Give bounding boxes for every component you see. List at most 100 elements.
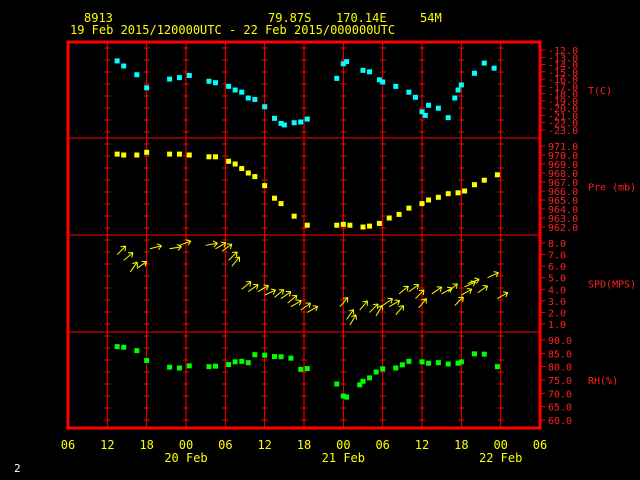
- pressure-point: [347, 222, 353, 228]
- panel-label-rh: RH(%): [588, 376, 618, 387]
- station-longitude: 170.14E: [336, 11, 387, 25]
- rh-point: [272, 354, 277, 360]
- rh-point: [360, 378, 366, 384]
- pressure-point: [121, 152, 127, 158]
- temp-point: [452, 95, 458, 101]
- wind-arrow: [205, 240, 218, 248]
- wind-arrow: [307, 305, 319, 313]
- temp-point: [471, 70, 477, 76]
- y-tick-label: -23.0: [548, 126, 578, 137]
- wind-arrow: [247, 284, 259, 293]
- rh-point: [458, 359, 464, 365]
- y-tick-label: 2.0: [548, 308, 566, 319]
- wind-arrow: [179, 239, 192, 246]
- y-tick-label: 6.0: [548, 262, 566, 273]
- page-number: 2: [14, 462, 21, 475]
- x-tick-label: 00: [336, 438, 350, 452]
- y-tick-label: -19.0: [548, 97, 578, 108]
- pressure-point: [167, 151, 173, 157]
- wind-arrow: [346, 309, 355, 320]
- temp-point: [406, 89, 412, 95]
- temp-point: [262, 104, 268, 110]
- panel-label-pressure: Pre (mb): [588, 183, 636, 194]
- wind-arrow: [388, 299, 401, 308]
- x-tick-label: 12: [415, 438, 429, 452]
- wind-arrow: [375, 305, 384, 317]
- pressure-point: [232, 161, 238, 167]
- temp-point: [298, 119, 304, 125]
- temp-point: [334, 75, 340, 81]
- rh-point: [239, 358, 245, 364]
- wind-arrow: [467, 277, 480, 284]
- y-tick-label: -17.0: [548, 82, 578, 93]
- x-tick-label: 12: [257, 438, 271, 452]
- temp-point: [380, 79, 386, 85]
- pressure-point: [304, 222, 310, 228]
- rh-point: [367, 375, 373, 381]
- temp-point: [435, 105, 441, 111]
- rh-point: [334, 381, 340, 387]
- wind-arrow: [447, 283, 458, 292]
- wind-arrow: [290, 299, 302, 308]
- panel-label-temp: T(C): [588, 86, 612, 97]
- station-latitude: 79.87S: [268, 11, 312, 25]
- temp-point: [186, 72, 192, 78]
- y-tick-label: -16.0: [548, 75, 578, 86]
- wind-arrow: [418, 298, 427, 309]
- pressure-point: [144, 149, 150, 155]
- y-tick-label: 80.0: [548, 363, 572, 374]
- temp-point: [491, 65, 497, 71]
- pressure-point: [213, 154, 218, 160]
- rh-point: [340, 393, 346, 399]
- y-tick-label: 4.0: [548, 285, 566, 296]
- rh-point: [380, 366, 386, 372]
- wind-arrow: [349, 314, 358, 326]
- x-tick-label: 12: [100, 438, 114, 452]
- x-tick-label: 18: [454, 438, 468, 452]
- wind-arrow: [461, 287, 473, 296]
- pressure-point: [245, 170, 251, 176]
- rh-point: [121, 344, 127, 350]
- wind-arrow: [369, 303, 379, 313]
- temp-point: [304, 116, 310, 122]
- wind-arrow: [169, 243, 182, 251]
- pressure-point: [426, 197, 432, 203]
- pressure-point: [455, 190, 461, 196]
- temp-point: [422, 112, 428, 118]
- temp-point: [419, 109, 425, 115]
- pressure-point: [435, 194, 441, 200]
- wind-arrow: [415, 289, 425, 299]
- wind-arrow: [264, 288, 276, 296]
- y-tick-label: -12.0: [548, 46, 578, 57]
- pressure-point: [262, 183, 268, 189]
- temp-point: [340, 61, 346, 67]
- y-tick-label: 971.0: [548, 142, 578, 153]
- pressure-point: [291, 213, 297, 219]
- pressure-point: [226, 158, 232, 164]
- wind-arrow: [215, 241, 227, 250]
- wind-arrow: [149, 243, 162, 250]
- rh-point: [232, 359, 238, 365]
- wind-arrow: [395, 305, 404, 316]
- temp-point: [226, 83, 232, 89]
- y-tick-label: -15.0: [548, 68, 578, 79]
- temp-point: [167, 76, 173, 82]
- pressure-point: [340, 221, 346, 227]
- wind-arrow: [497, 291, 509, 299]
- rh-point: [262, 352, 268, 358]
- temp-point: [281, 122, 287, 128]
- rh-point: [393, 365, 399, 371]
- temp-point: [121, 63, 127, 69]
- rh-point: [419, 359, 425, 365]
- date-label: 20 Feb: [164, 451, 207, 465]
- y-tick-label: 90.0: [548, 336, 572, 347]
- y-tick-label: 3.0: [548, 297, 566, 308]
- y-tick-label: 964.0: [548, 205, 578, 216]
- rh-point: [252, 352, 258, 358]
- temp-point: [176, 75, 182, 81]
- wind-arrow: [431, 286, 443, 295]
- pressure-point: [481, 177, 487, 183]
- rh-point: [426, 360, 432, 366]
- rh-point: [144, 358, 150, 364]
- rh-point: [471, 351, 477, 357]
